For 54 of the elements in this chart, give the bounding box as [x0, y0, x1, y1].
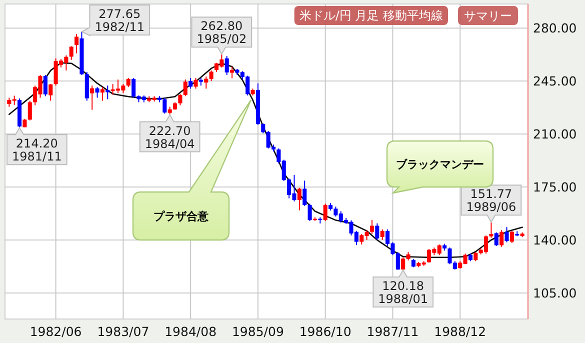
- candlestick: [504, 226, 509, 243]
- x-tick-label: 1982/06: [30, 324, 82, 339]
- candlestick: [261, 122, 266, 134]
- candlestick: [297, 187, 302, 211]
- candlestick: [500, 230, 504, 248]
- y-tick-label: 175.00: [533, 180, 577, 195]
- candlestick: [188, 78, 193, 90]
- candlestick: [370, 219, 374, 234]
- y-tick-label: 280.00: [533, 20, 577, 36]
- chart-title: 米ドル/円 月足 移動平均線: [299, 8, 443, 22]
- candlestick: [230, 66, 234, 79]
- candlestick: [178, 93, 182, 106]
- y-tick-label: 210.00: [533, 126, 577, 142]
- annotation: 262.80 1985/02: [196, 19, 247, 46]
- candlestick: [194, 78, 198, 90]
- x-tick-label: 1984/08: [164, 324, 217, 339]
- x-tick-label: 1986/10: [299, 324, 352, 339]
- candlestick: [323, 203, 328, 222]
- y-tick-label: 105.00: [533, 285, 577, 300]
- candlestick: [95, 86, 100, 98]
- candlestick: [209, 70, 214, 82]
- candlestick: [224, 56, 229, 76]
- y-tick-label: 245.00: [533, 74, 577, 89]
- x-tick-label: 1987/11: [366, 324, 419, 339]
- candlestick: [48, 84, 53, 102]
- candlestick: [474, 252, 478, 262]
- candlestick: [489, 222, 494, 238]
- candlestick: [74, 34, 79, 54]
- candlestick: [375, 222, 380, 240]
- annotation: 214.20 1981/11: [12, 136, 62, 164]
- annotation: ブラックマンデー: [396, 158, 484, 171]
- candlestick: [69, 46, 74, 60]
- annotation: 151.77 1989/06: [466, 187, 516, 214]
- candlestick: [183, 79, 188, 97]
- y-tick-label: 140.00: [533, 232, 577, 248]
- annotation: 277.65 1982/11: [94, 7, 145, 34]
- candlestick: [494, 232, 498, 247]
- x-tick-label: 1983/07: [97, 324, 150, 339]
- candlestick: [28, 100, 32, 121]
- annotation: 120.18 1988/01: [378, 278, 428, 306]
- candlestick: [302, 180, 307, 206]
- candlestick: [308, 203, 312, 222]
- candlestick: [90, 85, 94, 110]
- x-tick-label: 1985/09: [232, 324, 284, 339]
- annotation: 222.70 1984/04: [144, 124, 195, 151]
- x-tick-label: 1988/12: [434, 324, 486, 339]
- candlestick: [43, 74, 48, 97]
- candlestick: [204, 76, 208, 90]
- candlestick: [126, 78, 130, 88]
- candlestick: [380, 228, 384, 240]
- annotation: サマリー: [464, 9, 512, 23]
- candlestick: [510, 230, 514, 244]
- candlestick: [100, 86, 104, 102]
- annotation: プラザ合意: [154, 210, 210, 223]
